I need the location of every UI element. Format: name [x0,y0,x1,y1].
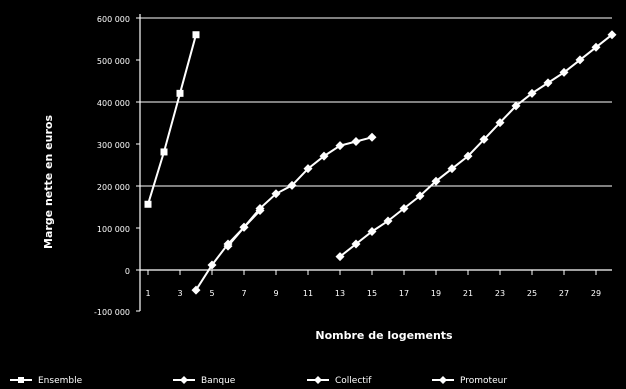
point [351,239,361,249]
y-tick-label: 600 000 [97,15,130,24]
x-tick-label: 19 [431,289,441,298]
series-line [227,136,373,247]
x-tick-label: 5 [209,289,214,298]
legend-marker [18,377,24,383]
point [447,164,457,174]
point [463,151,473,161]
point [367,132,377,142]
point [495,118,505,128]
series-layer [144,30,617,295]
point [607,30,617,40]
point [255,203,265,213]
point [176,89,184,97]
point [287,180,297,190]
point [383,216,393,226]
point [144,200,152,208]
point [319,151,329,161]
legend-label: Banque [201,376,236,386]
y-tick-label: 0 [125,267,130,276]
point [415,191,425,201]
point [223,241,233,251]
x-tick-label: 15 [367,289,377,298]
point [575,55,585,65]
point [192,31,200,39]
legend-marker [180,376,188,384]
x-tick-label: 23 [495,289,505,298]
legend-background [0,360,626,389]
plot-area [135,10,613,280]
point [367,226,377,236]
grid-layer [140,17,612,187]
point [543,78,553,88]
x-ticks-layer: 1 3 5 7 9 11 13 15 17 19 21 23 25 27 29 [145,270,601,298]
legend: Ensemble Banque Collectif Promoteur [0,360,626,389]
legend-item: Collectif [307,376,372,386]
point [511,101,521,111]
y-axis-label: Marge nette en euros [42,115,55,249]
x-tick-label: 29 [591,289,601,298]
point [351,136,361,146]
legend-label: Collectif [335,376,372,386]
legend-label: Promoteur [460,376,507,386]
x-tick-label: 9 [273,289,278,298]
y-tick-label: 500 000 [97,57,130,66]
point [160,148,168,156]
legend-item: Promoteur [432,376,507,386]
point [191,285,201,295]
point [303,164,313,174]
y-tick-label: 200 000 [97,183,130,192]
point [559,67,569,77]
x-tick-label: 21 [463,289,473,298]
point [431,176,441,186]
point [271,189,281,199]
point [207,260,217,270]
y-ticks-layer: 600 000 500 000 400 000 300 000 200 000 100 0… [94,15,140,317]
point [479,134,489,144]
x-tick-label: 3 [177,289,182,298]
y-tick-label: -100 000 [94,308,130,317]
x-tick-label: 27 [559,289,569,298]
x-tick-label: 13 [335,289,345,298]
series-4 [335,30,617,262]
y-tick-label: 100 000 [97,225,130,234]
point [591,42,601,52]
point [335,141,345,151]
y-tick-label: 300 000 [97,141,130,150]
series-3 [223,132,377,251]
legend-marker [439,376,447,384]
x-tick-label: 1 [145,289,150,298]
x-tick-label: 25 [527,289,537,298]
series-1 [144,31,200,208]
legend-label: Ensemble [38,376,83,386]
y-tick-label: 400 000 [97,99,130,108]
series-line [147,34,197,205]
point [399,203,409,213]
point [239,222,249,232]
point [335,252,345,262]
legend-marker [314,376,322,384]
x-axis-label: Nombre de logements [315,329,453,342]
legend-item: Ensemble [10,376,83,386]
point [527,88,537,98]
x-tick-label: 11 [303,289,313,298]
x-tick-label: 7 [241,289,246,298]
x-tick-label: 17 [399,289,409,298]
legend-item: Banque [173,376,236,386]
